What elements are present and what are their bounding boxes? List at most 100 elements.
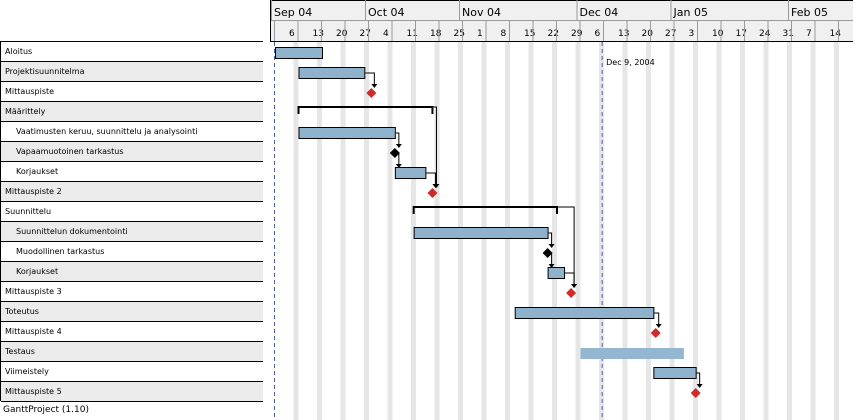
dependency-line	[696, 372, 701, 386]
week-label: 20	[642, 29, 654, 39]
task-row[interactable]: Mittauspiste 4	[1, 322, 263, 342]
task-row[interactable]: Mittauspiste 3	[1, 282, 263, 302]
weekend-stripe	[552, 42, 557, 420]
task-name: Muodollinen tarkastus	[16, 247, 105, 256]
week-label: 24	[759, 29, 771, 39]
today-label: Dec 9, 2004	[606, 58, 655, 67]
weekend-stripe	[740, 42, 745, 420]
weekend-stripe	[575, 42, 581, 420]
task-name: Viimeistely	[5, 367, 49, 376]
week-label: 4	[383, 29, 389, 39]
milestone-marker[interactable]	[427, 188, 438, 198]
summary-bar[interactable]	[297, 106, 434, 114]
weekend-stripe	[763, 42, 769, 420]
task-row[interactable]: Korjaukset	[1, 262, 263, 282]
dependency-arrowhead	[655, 324, 662, 328]
task-bar[interactable]	[653, 367, 697, 379]
dependency-arrowhead	[371, 84, 378, 88]
weekend-stripe	[646, 42, 651, 420]
task-bar[interactable]	[413, 227, 549, 239]
task-row[interactable]: Vapaamuotoinen tarkastus	[1, 142, 263, 162]
weekend-stripe	[834, 42, 839, 420]
week-label: 27	[665, 29, 676, 39]
task-row[interactable]: Mittauspiste 5	[1, 382, 263, 402]
task-bar[interactable]	[514, 307, 655, 319]
weekend-stripe	[340, 42, 346, 420]
week-label: 25	[454, 29, 465, 39]
task-list: Aloitus Projektisuunnitelma Mittauspiste Mä…	[0, 41, 263, 402]
task-name: Mittauspiste 3	[5, 287, 62, 296]
dependency-arrowhead	[548, 264, 555, 268]
dependency-line	[433, 106, 437, 186]
dependency-arrowhead	[696, 384, 703, 388]
dependency-line	[558, 206, 575, 286]
task-name: Projektisuunnitelma	[5, 67, 85, 76]
task-row[interactable]: Vaatimusten keruu, suunnittelu ja analys…	[1, 122, 263, 142]
task-row[interactable]: Toteutus	[1, 302, 263, 322]
task-name: Korjaukset	[16, 167, 59, 176]
task-row[interactable]: Projektisuunnitelma	[1, 62, 263, 82]
dependency-arrowhead	[571, 284, 578, 288]
week-label: 27	[360, 29, 371, 39]
task-name: Aloitus	[5, 47, 33, 56]
dependency-arrowhead	[548, 244, 555, 248]
weekend-stripe	[669, 42, 675, 420]
weekend-stripe	[293, 42, 299, 420]
weekend-stripe	[317, 42, 322, 420]
weekend-stripe	[387, 42, 393, 420]
week-label: 7	[806, 29, 812, 39]
dependency-line	[548, 232, 553, 246]
week-label: 22	[548, 29, 559, 39]
dependency-line	[395, 152, 400, 166]
week-label: 17	[736, 29, 747, 39]
milestone-marker[interactable]	[366, 88, 377, 98]
week-label: 11	[407, 29, 418, 39]
month-label: Dec 04	[580, 6, 619, 19]
weekend-stripe	[411, 42, 416, 420]
weekend-stripe	[693, 42, 698, 420]
dependency-line	[365, 72, 375, 86]
task-row[interactable]: Suunnittelu	[1, 202, 263, 222]
milestone-marker[interactable]	[566, 288, 577, 298]
task-bar[interactable]	[547, 267, 566, 279]
task-row[interactable]: Muodollinen tarkastus	[1, 242, 263, 262]
month-label: Feb 05	[791, 6, 828, 19]
month-label: Sep 04	[274, 6, 312, 19]
task-bar[interactable]	[298, 127, 396, 139]
task-row[interactable]: Aloitus	[1, 42, 263, 62]
milestone-marker[interactable]	[690, 388, 701, 398]
task-name: Suunnittelu	[5, 207, 52, 216]
task-name: Mittauspiste	[5, 87, 55, 96]
task-name: Toteutus	[5, 307, 39, 316]
task-row[interactable]: Mittauspiste	[1, 82, 263, 102]
dependency-line	[395, 132, 400, 146]
week-label: 6	[595, 29, 601, 39]
task-bar[interactable]	[394, 167, 427, 179]
task-row[interactable]: Korjaukset	[1, 162, 263, 182]
task-row[interactable]: Suunnittelun dokumentointi	[1, 222, 263, 242]
week-label: 6	[289, 29, 295, 39]
dependency-line	[654, 312, 660, 326]
task-bar[interactable]	[580, 348, 684, 359]
task-row[interactable]: Määrittely	[1, 102, 263, 122]
milestone-marker[interactable]	[650, 328, 661, 338]
week-label: 13	[618, 29, 629, 39]
milestone-marker[interactable]	[389, 148, 400, 158]
milestone-marker[interactable]	[542, 248, 553, 258]
week-label: 8	[501, 29, 507, 39]
gantt-chart[interactable]: Sep 04 Oct 04 Nov 04 Dec 04 Jan 05 Feb 05 6 13 2…	[270, 0, 853, 420]
week-label: 18	[430, 29, 442, 39]
task-row[interactable]: Mittauspiste 2	[1, 182, 263, 202]
summary-bar[interactable]	[412, 206, 558, 214]
month-label: Jan 05	[673, 6, 708, 19]
week-label: 3	[689, 29, 695, 39]
task-row[interactable]: Viimeistely	[1, 362, 263, 382]
app-version-label: GanttProject (1.10)	[3, 405, 89, 415]
task-bar[interactable]	[275, 47, 323, 59]
task-row[interactable]: Testaus	[1, 342, 263, 362]
task-name: Vapaamuotoinen tarkastus	[16, 147, 124, 156]
task-bar[interactable]	[298, 67, 366, 79]
dependency-arrowhead	[433, 184, 440, 188]
task-name: Määrittely	[5, 107, 46, 116]
